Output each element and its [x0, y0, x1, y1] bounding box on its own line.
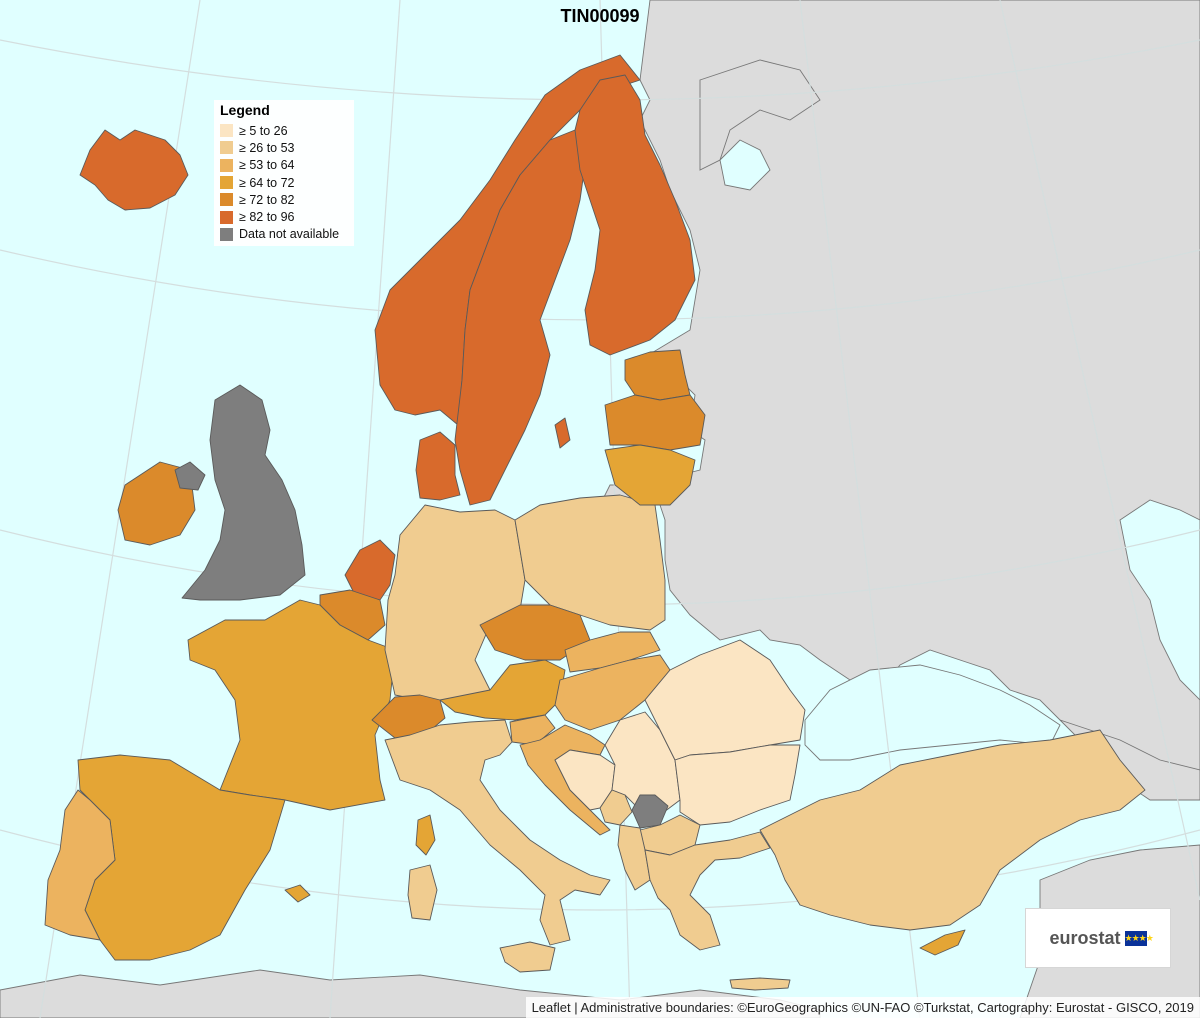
white-sea	[719, 139, 771, 191]
island-crete[interactable]	[729, 977, 791, 991]
legend-label: ≥ 26 to 53	[239, 140, 295, 155]
country-layer	[44, 54, 1146, 991]
legend-row: Data not available	[218, 226, 350, 243]
legend-row: ≥ 72 to 82	[218, 191, 350, 208]
country-germany[interactable]	[384, 504, 526, 701]
island-sicily[interactable]	[499, 941, 556, 973]
eurostat-logo[interactable]: eurostat ★★★★	[1025, 908, 1171, 968]
black-sea	[804, 664, 1061, 761]
country-sweden[interactable]	[454, 129, 586, 506]
legend-title: Legend	[220, 102, 270, 118]
country-lithuania[interactable]	[604, 444, 696, 506]
legend-label: ≥ 72 to 82	[239, 192, 295, 207]
kola-white-sea-land	[699, 59, 821, 171]
country-slovakia[interactable]	[564, 631, 661, 673]
country-serbia[interactable]	[604, 711, 681, 816]
country-estonia[interactable]	[624, 349, 691, 401]
legend-swatch	[220, 210, 233, 224]
country-bulgaria[interactable]	[674, 744, 801, 826]
legend-swatch	[220, 176, 233, 190]
legend-swatch	[220, 227, 233, 241]
logo-text: eurostat	[1049, 927, 1121, 948]
country-united-kingdom[interactable]	[181, 384, 306, 601]
country-montenegro[interactable]	[599, 789, 633, 826]
legend: Legend ≥ 5 to 26 ≥ 26 to 53 ≥ 53 to 64 ≥…	[214, 100, 354, 246]
legend-row: ≥ 5 to 26	[218, 122, 350, 139]
country-ireland[interactable]	[117, 461, 196, 546]
legend-label: Data not available	[239, 227, 340, 242]
country-cyprus[interactable]	[919, 929, 966, 956]
country-latvia[interactable]	[604, 394, 706, 451]
legend-swatch	[220, 193, 233, 207]
eu-flag-icon: ★★★★	[1124, 930, 1154, 946]
attribution[interactable]: Leaflet | Administrative boundaries: ©Eu…	[525, 997, 1200, 1018]
island-corsica[interactable]	[415, 814, 436, 856]
country-greece[interactable]	[644, 831, 771, 951]
legend-row: ≥ 82 to 96	[218, 208, 350, 225]
country-finland[interactable]	[574, 74, 696, 356]
country-italy[interactable]	[384, 719, 611, 946]
country-portugal[interactable]	[44, 789, 116, 941]
northern-ireland[interactable]	[174, 461, 206, 491]
legend-row: ≥ 26 to 53	[218, 139, 350, 156]
legend-row: ≥ 64 to 72	[218, 174, 350, 191]
island-sardinia[interactable]	[407, 864, 438, 921]
eastern-europe-land	[599, 0, 1200, 791]
country-turkey[interactable]	[759, 729, 1146, 931]
legend-label: ≥ 53 to 64	[239, 158, 295, 173]
island-balearics[interactable]	[284, 884, 311, 903]
legend-swatch	[220, 141, 233, 155]
country-albania[interactable]	[617, 824, 651, 891]
legend-swatch	[220, 124, 233, 138]
caspian-sea	[1119, 499, 1200, 701]
flag-stars: ★★★★	[1124, 932, 1154, 943]
legend-label: ≥ 82 to 96	[239, 210, 295, 225]
legend-label: ≥ 64 to 72	[239, 175, 295, 190]
map-title: TIN00099	[560, 6, 640, 26]
legend-swatch	[220, 158, 233, 172]
country-france[interactable]	[187, 599, 396, 811]
legend-row: ≥ 53 to 64	[218, 157, 350, 174]
country-iceland[interactable]	[79, 129, 189, 211]
island-gotland[interactable]	[554, 417, 571, 449]
country-denmark[interactable]	[415, 431, 461, 501]
legend-label: ≥ 5 to 26	[239, 123, 288, 138]
